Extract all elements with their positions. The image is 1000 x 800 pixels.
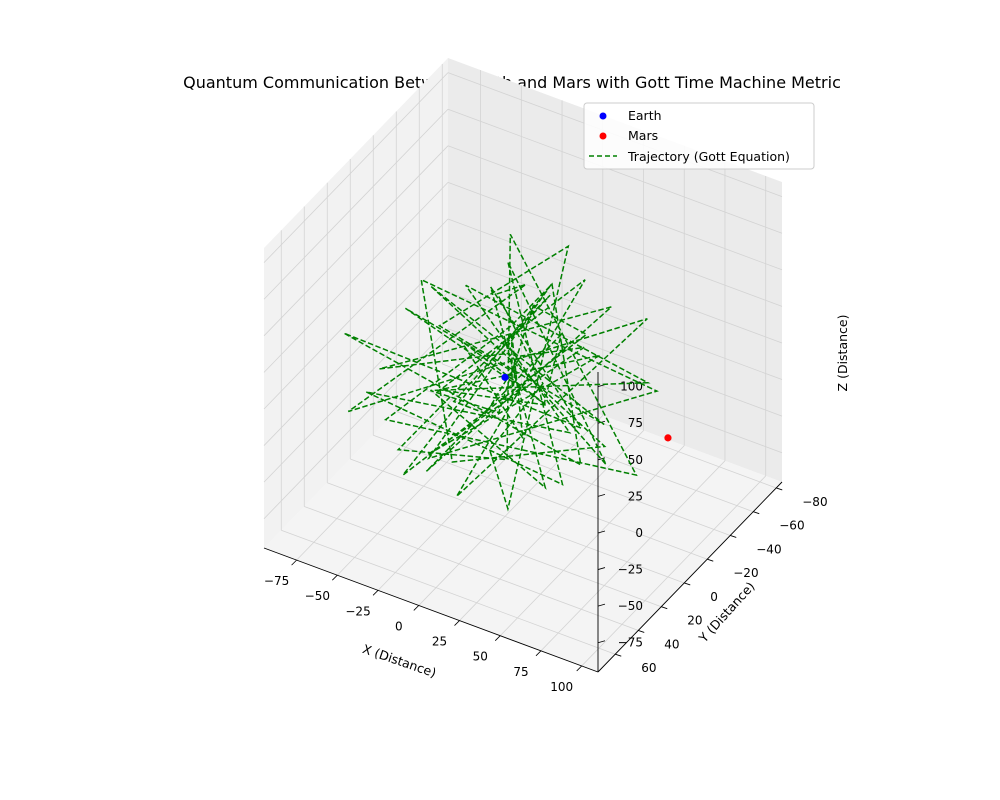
legend: Earth Mars Trajectory (Gott Equation): [583, 102, 815, 170]
x-tick-label: −25: [345, 604, 370, 618]
gridline-z-left: [263, 182, 449, 373]
y-tick-label: −60: [779, 519, 804, 533]
x-tick: [535, 650, 542, 657]
legend-box: [583, 102, 815, 170]
y-tick: [638, 630, 645, 633]
pane-floor: [264, 358, 782, 672]
legend-marker-earth: [599, 112, 607, 120]
z-tick: [597, 567, 606, 570]
z-tick: [597, 530, 606, 534]
gridline-y-floor: [396, 411, 731, 536]
z-tick-label: 25: [628, 489, 643, 503]
gridline-y-floor: [327, 482, 662, 608]
mars-point: [664, 434, 672, 442]
z-axis-label: Z (Distance): [835, 315, 850, 392]
gridline-y-floor: [281, 529, 616, 655]
gridline-z-back: [447, 145, 783, 271]
z-tick: [597, 603, 606, 607]
y-tick: [684, 582, 691, 586]
earth-point: [501, 373, 509, 381]
z-tick-label: 0: [635, 526, 643, 540]
z-tick: [597, 457, 606, 461]
gridline-x-floor: [499, 445, 685, 636]
series-layer: [343, 233, 672, 512]
gridline-z-back: [447, 182, 783, 307]
z-tick: [597, 640, 606, 644]
x-tick: [576, 665, 582, 672]
y-tick: [776, 487, 783, 491]
legend-marker-mars: [599, 132, 607, 140]
y-tick: [661, 606, 668, 610]
legend-label-mars: Mars: [628, 128, 658, 143]
x-tick-label: 75: [513, 665, 528, 679]
gridline-z-back: [447, 108, 783, 234]
gridline-y-floor: [350, 458, 685, 584]
x-tick: [291, 559, 297, 566]
y-axis-line: [597, 481, 783, 673]
y-axis-label: Y (Distance): [695, 579, 758, 646]
y-tick-label: 20: [687, 614, 702, 628]
gridline-z-left: [263, 145, 449, 337]
y-tick-label: −40: [756, 542, 781, 556]
legend-label-trajectory: Trajectory (Gott Equation): [627, 149, 790, 164]
x-tick: [494, 635, 501, 641]
legend-label-earth: Earth: [628, 108, 662, 123]
z-tick-label: 75: [628, 416, 643, 430]
gridline-z-back: [447, 291, 783, 417]
gridline-z-back: [447, 328, 783, 454]
y-tick-label: −20: [733, 566, 758, 580]
z-tick: [597, 494, 606, 497]
gridline-z-left: [263, 255, 449, 446]
x-axis-label: X (Distance): [361, 641, 439, 680]
x-tick: [372, 590, 379, 596]
x-tick-label: −75: [264, 574, 289, 588]
z-tick-label: −75: [618, 636, 643, 650]
gridline-x-floor: [459, 430, 644, 621]
y-tick-label: 0: [710, 590, 718, 604]
z-tick-label: 100: [620, 380, 643, 394]
gridline-x-floor: [418, 415, 604, 606]
x-axis-line: [263, 547, 599, 673]
x-tick-label: 50: [473, 650, 488, 664]
y-tick-label: −80: [802, 495, 827, 509]
tick-marks: −75 −50 −25 0 25 50 75 100 −80 −60 −40 −20 0 20 40 60 −7…: [264, 380, 828, 694]
axis-lines: [263, 372, 783, 673]
gridline-z-left: [263, 218, 449, 410]
gridline-z-back: [447, 218, 783, 344]
trajectory-line: [343, 233, 659, 512]
gridline-z-left: [263, 72, 449, 263]
z-tick-label: −25: [618, 563, 643, 577]
y-tick: [753, 511, 760, 515]
y-tick-label: 60: [641, 661, 656, 675]
x-tick-label: 25: [432, 635, 447, 649]
x-tick: [413, 605, 420, 611]
gridline-y-floor: [304, 506, 639, 631]
gridline-x-floor: [377, 400, 563, 591]
gridline-y-floor: [419, 387, 754, 513]
gridline-z-left: [263, 108, 449, 300]
z-tick-label: 50: [628, 453, 643, 467]
gridline-z-left: [263, 291, 449, 483]
gridline-x-floor: [581, 475, 766, 667]
x-tick: [332, 574, 338, 581]
gridline-y-floor: [442, 363, 777, 489]
gridline-z-back: [447, 255, 783, 380]
gridline-y-floor: [373, 434, 708, 560]
y-tick: [615, 653, 622, 657]
pane-left-wall: [264, 58, 448, 548]
x-tick-label: 100: [550, 680, 573, 694]
z-tick-label: −50: [618, 599, 643, 613]
gridline-x-floor: [296, 369, 481, 561]
y-tick: [707, 558, 714, 562]
x-tick-label: 0: [395, 619, 403, 633]
x-tick: [454, 620, 460, 626]
gridline-x-floor: [540, 460, 726, 652]
y-tick: [730, 535, 737, 538]
x-tick-label: −50: [305, 589, 330, 603]
gridline-z-left: [263, 328, 449, 520]
y-tick-label: 40: [664, 637, 679, 651]
